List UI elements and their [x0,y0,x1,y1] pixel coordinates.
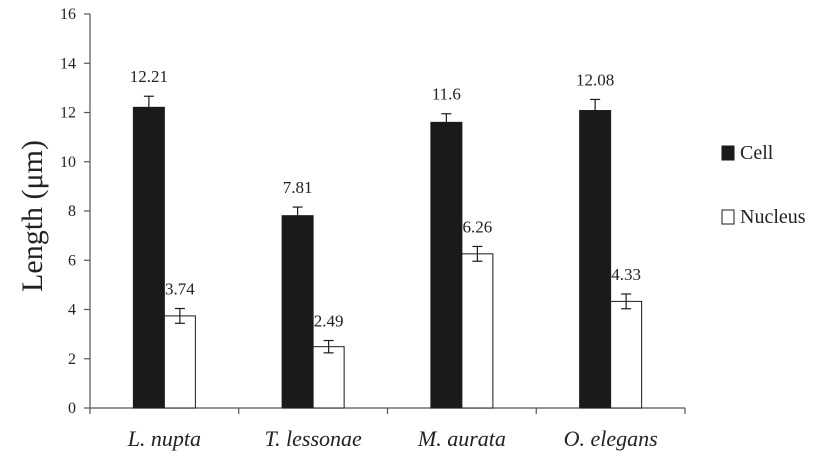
bars-layer [132,95,643,409]
bar-nucleus [163,315,196,409]
x-tick-label: T. lessonae [264,426,362,451]
data-label-nucleus: 4.33 [611,265,641,284]
legend-swatch-nucleus [721,209,735,225]
bar-nucleus [610,300,643,409]
data-label-nucleus: 6.26 [463,217,493,236]
y-tick-label: 6 [68,252,76,269]
y-tick-label: 2 [68,351,76,368]
y-tick-label: 0 [68,400,76,417]
labels-layer: 12.21 3.74 L. nupta 7.81 2.49 T. lessonae 11.6… [127,67,658,451]
bar-nucleus [461,253,494,409]
y-tick-label: 10 [60,154,76,171]
data-label-nucleus: 3.74 [165,280,195,299]
y-tick-label: 8 [68,203,76,220]
data-label-cell: 11.6 [432,85,461,104]
x-tick-label: L. nupta [127,426,201,451]
data-label-cell: 12.08 [576,70,614,89]
bar-cell [281,215,314,409]
legend-swatch-cell [721,145,735,161]
y-axis-title: Length (μm) [16,140,49,292]
x-tick-label: M. aurata [417,426,506,451]
bar-nucleus [312,346,345,409]
data-label-cell: 7.81 [283,178,313,197]
bar-cell [132,106,165,409]
legend-label-nucleus: Nucleus [740,206,806,228]
data-label-nucleus: 2.49 [314,312,344,331]
data-label-cell: 12.21 [130,67,168,86]
y-tick-label: 12 [60,105,76,122]
legend-label-cell: Cell [740,142,774,164]
y-tick-label: 4 [68,302,76,319]
legend: Cell Nucleus [721,142,806,228]
y-tick-label: 14 [60,55,76,72]
x-tick-label: O. elegans [564,426,658,451]
bar-cell [430,121,463,409]
bar-cell [579,110,612,409]
y-tick-label: 16 [60,6,76,23]
